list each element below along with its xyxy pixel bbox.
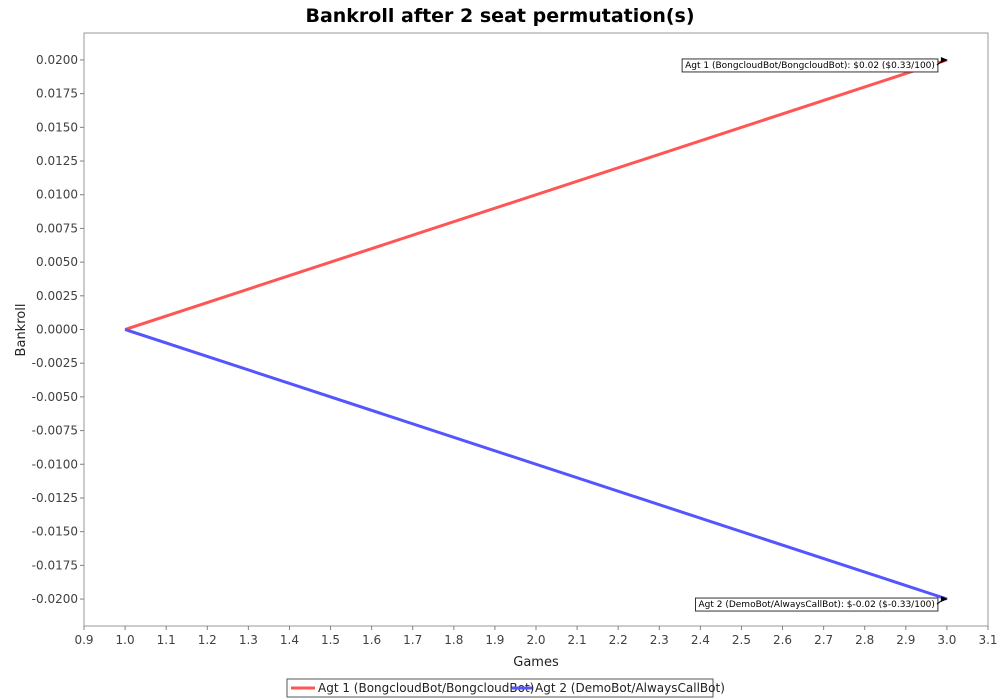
x-tick-label: 1.4 bbox=[280, 633, 299, 647]
y-tick-label: 0.0200 bbox=[36, 53, 78, 67]
x-tick-label: 2.4 bbox=[691, 633, 710, 647]
annotation-arrowhead bbox=[940, 56, 948, 63]
x-tick-label: 3.1 bbox=[978, 633, 997, 647]
x-tick-label: 2.2 bbox=[609, 633, 628, 647]
y-tick-label: -0.0175 bbox=[32, 558, 78, 572]
y-tick-label: 0.0000 bbox=[36, 323, 78, 337]
x-tick-label: 2.8 bbox=[855, 633, 874, 647]
x-tick-label: 2.7 bbox=[814, 633, 833, 647]
y-tick-label: 0.0075 bbox=[36, 221, 78, 235]
x-tick-label: 1.3 bbox=[239, 633, 258, 647]
x-tick-label: 1.6 bbox=[362, 633, 381, 647]
y-axis-label: Bankroll bbox=[14, 304, 29, 357]
legend: Agt 1 (BongcloudBot/BongcloudBot) Agt 2 … bbox=[286, 678, 725, 698]
y-tick-label: -0.0075 bbox=[32, 424, 78, 438]
series-line-agt-2 bbox=[124, 328, 948, 601]
x-tick-label: 2.9 bbox=[896, 633, 915, 647]
chart-title: Bankroll after 2 seat permutation(s) bbox=[305, 5, 694, 27]
annotation-agt-1: Agt 1 (BongcloudBot/BongcloudBot): $0.02… bbox=[681, 56, 948, 73]
y-tick-label: -0.0025 bbox=[32, 356, 78, 370]
y-tick-label: 0.0050 bbox=[36, 255, 78, 269]
x-tick-label: 1.8 bbox=[444, 633, 463, 647]
y-tick-label: 0.0025 bbox=[36, 289, 78, 303]
x-tick-label: 1.7 bbox=[403, 633, 422, 647]
annotation-agt-2: Agt 2 (DemoBot/AlwaysCallBot): $-0.02 ($… bbox=[694, 596, 948, 612]
x-tick-label: 3.0 bbox=[937, 633, 956, 647]
annotation-box bbox=[694, 597, 939, 612]
annotation-label: Agt 1 (BongcloudBot/BongcloudBot): $0.02… bbox=[685, 61, 935, 71]
y-tick-label: -0.0050 bbox=[32, 390, 78, 404]
y-tick-label: -0.0100 bbox=[32, 457, 78, 471]
y-tick-label: -0.0125 bbox=[32, 491, 78, 505]
series-layer bbox=[124, 58, 948, 601]
x-tick-label: 2.0 bbox=[526, 633, 545, 647]
x-tick-label: 2.6 bbox=[773, 633, 792, 647]
y-axis: 0.0200 0.0175 0.0150 0.0125 0.0100 0.0075 0.00… bbox=[32, 53, 84, 606]
x-tick-label: 2.3 bbox=[650, 633, 669, 647]
x-tick-label: 1.1 bbox=[157, 633, 176, 647]
annotation-arrowhead bbox=[940, 596, 948, 603]
legend-label-agt-1: Agt 1 (BongcloudBot/BongcloudBot) bbox=[318, 681, 534, 695]
annotation-label: Agt 2 (DemoBot/AlwaysCallBot): $-0.02 ($… bbox=[698, 600, 934, 610]
x-tick-label: 1.9 bbox=[485, 633, 504, 647]
plot-area bbox=[83, 32, 989, 627]
x-tick-label: 1.0 bbox=[116, 633, 135, 647]
legend-box bbox=[286, 678, 714, 698]
annotation-layer: Agt 1 (BongcloudBot/BongcloudBot): $0.02… bbox=[681, 56, 948, 612]
y-tick-label: 0.0125 bbox=[36, 154, 78, 168]
y-tick-label: -0.0200 bbox=[32, 592, 78, 606]
x-tick-label: 2.5 bbox=[732, 633, 751, 647]
x-tick-label: 0.9 bbox=[74, 633, 93, 647]
y-tick-label: 0.0150 bbox=[36, 120, 78, 134]
y-tick-label: -0.0150 bbox=[32, 525, 78, 539]
x-tick-label: 1.5 bbox=[321, 633, 340, 647]
x-axis: 0.9 1.0 1.1 1.2 1.3 1.4 1.5 1.6 1.7 1.8 1.9 2.0 2.1 2… bbox=[74, 626, 998, 647]
series-line-agt-1 bbox=[124, 58, 948, 331]
x-tick-label: 1.2 bbox=[198, 633, 217, 647]
y-tick-label: 0.0100 bbox=[36, 188, 78, 202]
x-tick-label: 2.1 bbox=[568, 633, 587, 647]
legend-label-agt-2: Agt 2 (DemoBot/AlwaysCallBot) bbox=[535, 681, 725, 695]
y-tick-label: 0.0175 bbox=[36, 87, 78, 101]
x-axis-label: Games bbox=[513, 655, 559, 670]
annotation-box bbox=[681, 58, 939, 73]
